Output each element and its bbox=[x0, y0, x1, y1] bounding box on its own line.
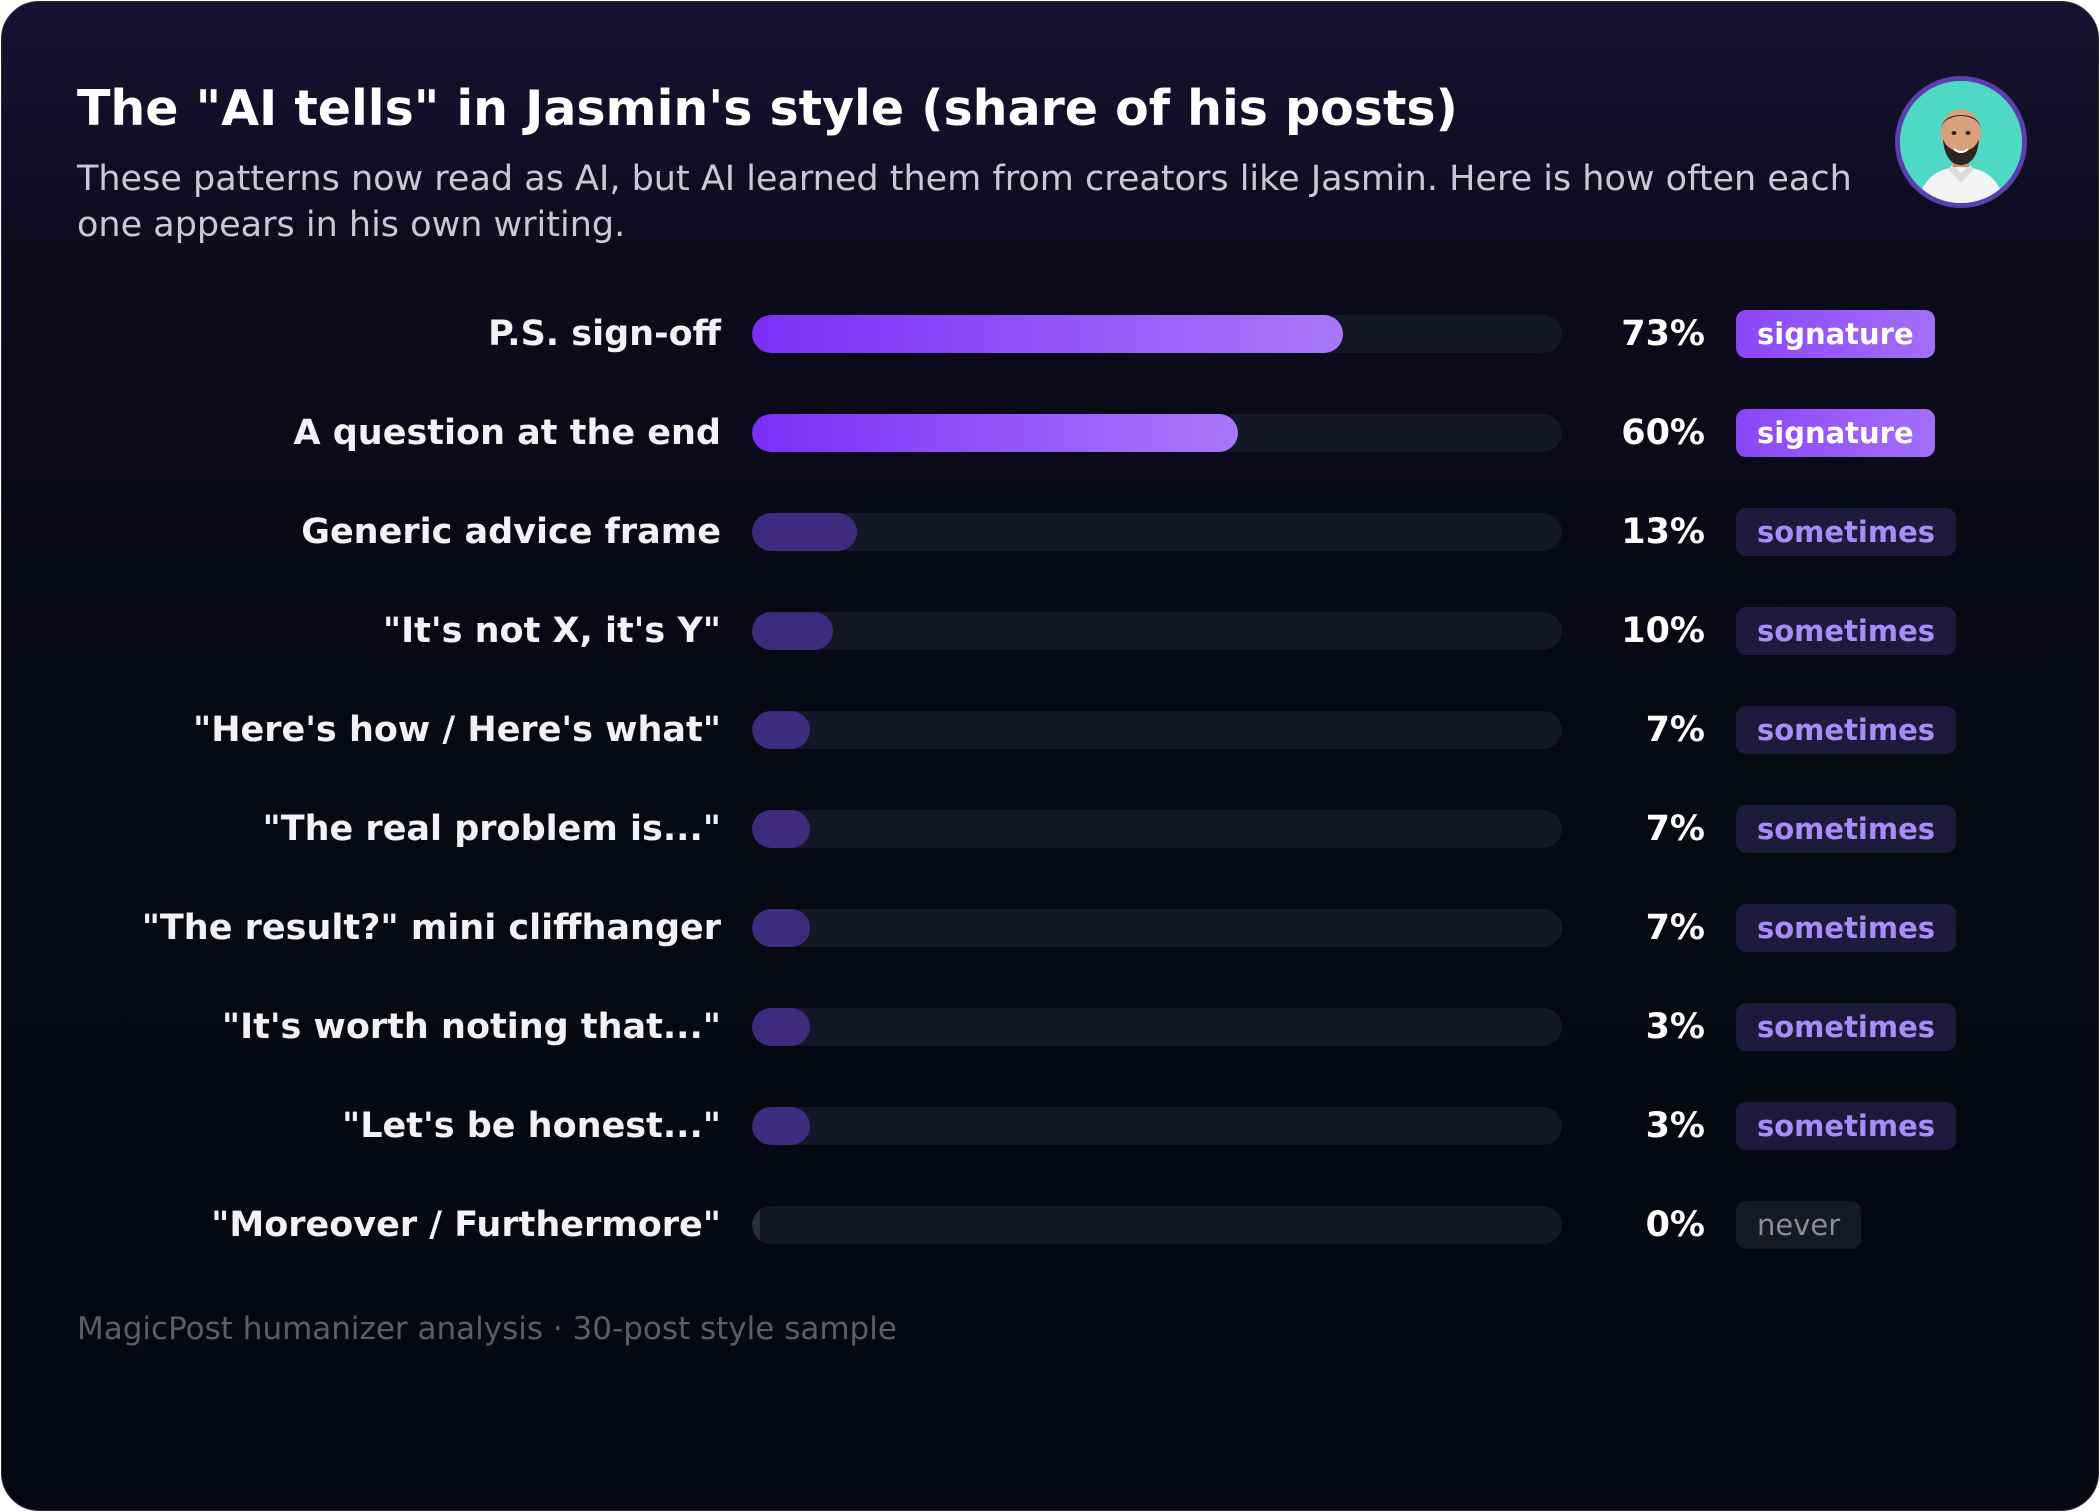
tier-badge: signature bbox=[1736, 310, 1935, 358]
bar-track bbox=[752, 810, 1562, 848]
chart-title: The "AI tells" in Jasmin's style (share … bbox=[77, 80, 1458, 137]
bar-value-label: 7% bbox=[1645, 809, 1705, 849]
tier-badge: sometimes bbox=[1736, 508, 1957, 556]
source-note: MagicPost humanizer analysis · 30-post s… bbox=[77, 1311, 897, 1347]
bar-track bbox=[752, 1008, 1562, 1046]
bar bbox=[752, 909, 810, 947]
bar-value-label: 0% bbox=[1645, 1205, 1705, 1245]
bar bbox=[752, 315, 1343, 353]
bar-row: "Let's be honest..." 3% sometimes bbox=[2, 1086, 2098, 1166]
bar-row: "The result?" mini cliffhanger 7% sometime… bbox=[2, 888, 2098, 968]
bar bbox=[752, 810, 810, 848]
bar-track bbox=[752, 711, 1562, 749]
bar-value-label: 73% bbox=[1621, 314, 1705, 354]
tier-badge: sometimes bbox=[1736, 1102, 1957, 1150]
bar-row: "Here's how / Here's what" 7% sometimes bbox=[2, 690, 2098, 770]
bar bbox=[752, 513, 857, 551]
bar-track bbox=[752, 612, 1562, 650]
chart-subtitle: These patterns now read as AI, but AI le… bbox=[77, 159, 1852, 245]
bar-track bbox=[752, 513, 1562, 551]
bar bbox=[752, 711, 810, 749]
bar bbox=[752, 1206, 760, 1244]
tier-badge: sometimes bbox=[1736, 607, 1957, 655]
bar-category-label: "The real problem is..." bbox=[262, 809, 721, 849]
bar-value-label: 10% bbox=[1621, 611, 1705, 651]
bar-category-label: "The result?" mini cliffhanger bbox=[141, 908, 721, 948]
bar-category-label: Generic advice frame bbox=[301, 512, 721, 552]
avatar-portrait bbox=[1900, 81, 2022, 203]
bar-category-label: "Moreover / Furthermore" bbox=[211, 1205, 721, 1245]
bar-track bbox=[752, 315, 1562, 353]
tier-badge: never bbox=[1736, 1201, 1862, 1249]
bar-value-label: 13% bbox=[1621, 512, 1705, 552]
bar-chart: P.S. sign-off 73% signature A question at t… bbox=[2, 294, 2098, 1284]
bar-track bbox=[752, 1107, 1562, 1145]
bar-row: Generic advice frame 13% sometimes bbox=[2, 492, 2098, 572]
bar bbox=[752, 1107, 810, 1145]
bar-value-label: 3% bbox=[1645, 1007, 1705, 1047]
avatar bbox=[1895, 76, 2027, 208]
bar-category-label: "Here's how / Here's what" bbox=[192, 710, 721, 750]
bar-track bbox=[752, 909, 1562, 947]
tier-badge: sometimes bbox=[1736, 1003, 1957, 1051]
bar bbox=[752, 612, 833, 650]
bar-category-label: P.S. sign-off bbox=[488, 314, 721, 354]
bar-category-label: "It's worth noting that..." bbox=[221, 1007, 721, 1047]
bar-value-label: 3% bbox=[1645, 1106, 1705, 1146]
bar-track bbox=[752, 1206, 1562, 1244]
bar bbox=[752, 414, 1238, 452]
bar-row: "It's worth noting that..." 3% sometimes bbox=[2, 987, 2098, 1067]
bar-row: P.S. sign-off 73% signature bbox=[2, 294, 2098, 374]
bar-row: "Moreover / Furthermore" 0% never bbox=[2, 1185, 2098, 1265]
bar-value-label: 60% bbox=[1621, 413, 1705, 453]
bar-row: "The real problem is..." 7% sometimes bbox=[2, 789, 2098, 869]
bar-category-label: A question at the end bbox=[293, 413, 721, 453]
bar-value-label: 7% bbox=[1645, 710, 1705, 750]
tier-badge: sometimes bbox=[1736, 706, 1957, 754]
bar bbox=[752, 1008, 810, 1046]
tier-badge: sometimes bbox=[1736, 805, 1957, 853]
bar-category-label: "It's not X, it's Y" bbox=[382, 611, 721, 651]
bar-row: A question at the end 60% signature bbox=[2, 393, 2098, 473]
bar-value-label: 7% bbox=[1645, 908, 1705, 948]
bar-category-label: "Let's be honest..." bbox=[341, 1106, 721, 1146]
bar-row: "It's not X, it's Y" 10% sometimes bbox=[2, 591, 2098, 671]
tier-badge: sometimes bbox=[1736, 904, 1957, 952]
bar-track bbox=[752, 414, 1562, 452]
tier-badge: signature bbox=[1736, 409, 1935, 457]
